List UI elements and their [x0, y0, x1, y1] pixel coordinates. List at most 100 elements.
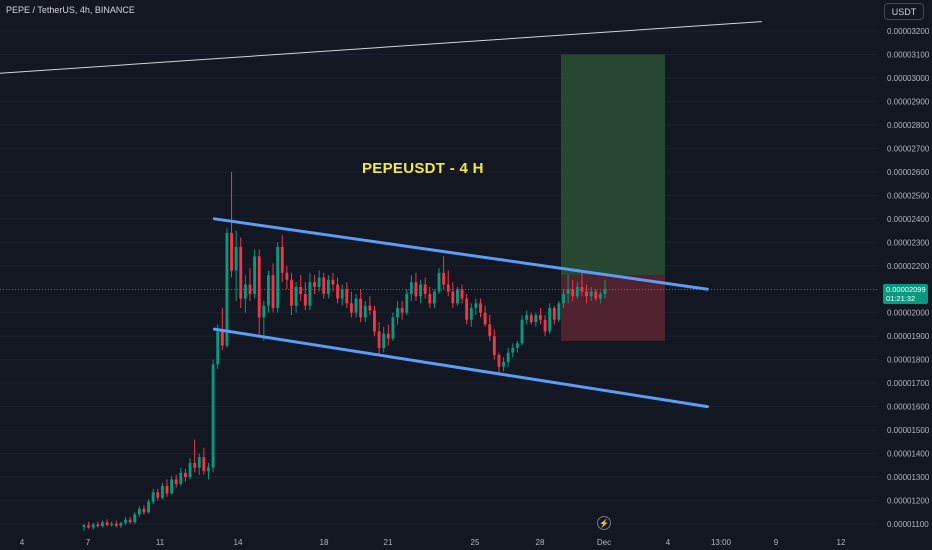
candle-body [124, 519, 127, 523]
candle-body [552, 308, 556, 320]
candle-body [345, 289, 349, 304]
candle-body [110, 523, 114, 525]
candle-body [566, 289, 570, 294]
candle-body [465, 298, 469, 320]
candle-body [451, 291, 455, 304]
candle-body [225, 232, 229, 346]
candle-body [396, 308, 399, 318]
candle-body [142, 508, 146, 513]
candle-body [598, 293, 602, 299]
currency-button[interactable]: USDT [884, 3, 924, 20]
candle-body [216, 331, 220, 365]
candle-body [147, 501, 150, 513]
price-tick-label: 0.00001900 [887, 332, 930, 341]
symbol-info[interactable]: PEPE / TetherUS, 4h, BINANCE [6, 5, 135, 15]
candle-body [414, 282, 418, 297]
time-tick-label: 4 [666, 538, 671, 547]
last-price-value: 0.00002099 [886, 285, 926, 294]
bar-countdown: 01:21:32 [886, 294, 916, 303]
price-tick-label: 0.00001400 [887, 450, 930, 459]
time-tick-label: 9 [774, 538, 779, 547]
candle-body [179, 472, 183, 485]
stop-zone [561, 275, 665, 341]
candle-body [405, 293, 409, 313]
position-zones [561, 54, 665, 341]
candle-body [548, 308, 552, 332]
candle-body [409, 282, 413, 294]
channel-lower-line [212, 327, 709, 409]
channel-upper-line [212, 217, 709, 291]
price-tick-label: 0.00001200 [887, 497, 930, 506]
candle-body [322, 277, 326, 294]
time-tick-label: 28 [536, 538, 545, 547]
candle-body [562, 293, 565, 304]
candle-body [520, 319, 524, 344]
candle-body [589, 291, 593, 297]
candle-body [349, 303, 353, 313]
price-tick-label: 0.00002000 [887, 309, 930, 318]
price-tick-label: 0.00002300 [887, 238, 930, 247]
candle-body [525, 315, 529, 320]
candle-body [469, 308, 473, 320]
candle-body [391, 317, 395, 339]
price-tick-label: 0.00002200 [887, 262, 930, 271]
candle-body [101, 522, 104, 527]
price-tick-label: 0.00002600 [887, 168, 930, 177]
candle-body [359, 298, 363, 318]
price-tick-label: 0.00001300 [887, 473, 930, 482]
candle-body [91, 524, 95, 528]
time-tick-label: 13:00 [711, 538, 732, 547]
candle-body [266, 275, 270, 306]
candle-body [331, 279, 335, 285]
candle-body [174, 479, 178, 485]
candle-body [474, 303, 478, 309]
candle-body [534, 315, 538, 323]
candle-body [456, 289, 459, 304]
candle-body [170, 479, 174, 494]
candle-body [437, 272, 441, 292]
candle-body [119, 522, 123, 526]
chart-grid [0, 30, 878, 525]
candle-body [483, 312, 487, 325]
candle-body [160, 485, 164, 498]
time-tick-label: 7 [86, 538, 91, 547]
candle-body [340, 289, 344, 299]
candle-body [317, 277, 321, 287]
candle-body [137, 508, 141, 515]
candle-body [326, 279, 330, 294]
price-tick-label: 0.00002500 [887, 191, 930, 200]
candle-body [488, 324, 492, 337]
price-tick-label: 0.00001100 [887, 520, 929, 529]
candle-body [543, 319, 547, 332]
candle-body [386, 333, 390, 339]
time-tick-label: 25 [471, 538, 480, 547]
candle-body [87, 525, 91, 528]
time-tick-label: 11 [156, 538, 165, 547]
candle-body [262, 305, 266, 318]
candle-body [211, 364, 215, 468]
candle-body [506, 352, 510, 363]
candle-body [373, 310, 376, 332]
price-tick-label: 0.00002800 [887, 121, 930, 130]
candle-body [363, 305, 367, 318]
candles [82, 171, 607, 532]
candle-body [585, 291, 588, 297]
last-price-tag: 0.00002099 01:21:32 [883, 284, 928, 304]
candle-body [492, 336, 496, 355]
candle-body [133, 514, 137, 523]
trend-lines [0, 21, 878, 409]
candle-body [220, 331, 224, 346]
candle-body [442, 272, 446, 285]
time-tick-label: 18 [320, 538, 329, 547]
candle-body [280, 246, 284, 273]
price-tick-label: 0.00003000 [887, 74, 930, 83]
candle-body [105, 522, 109, 525]
candle-body [446, 284, 450, 292]
price-tick-label: 0.00002900 [887, 97, 930, 106]
candle-body [594, 291, 598, 299]
lightning-icon[interactable]: ⚡ [597, 516, 611, 530]
price-tick-label: 0.00003200 [887, 27, 930, 36]
candle-body [354, 298, 358, 313]
